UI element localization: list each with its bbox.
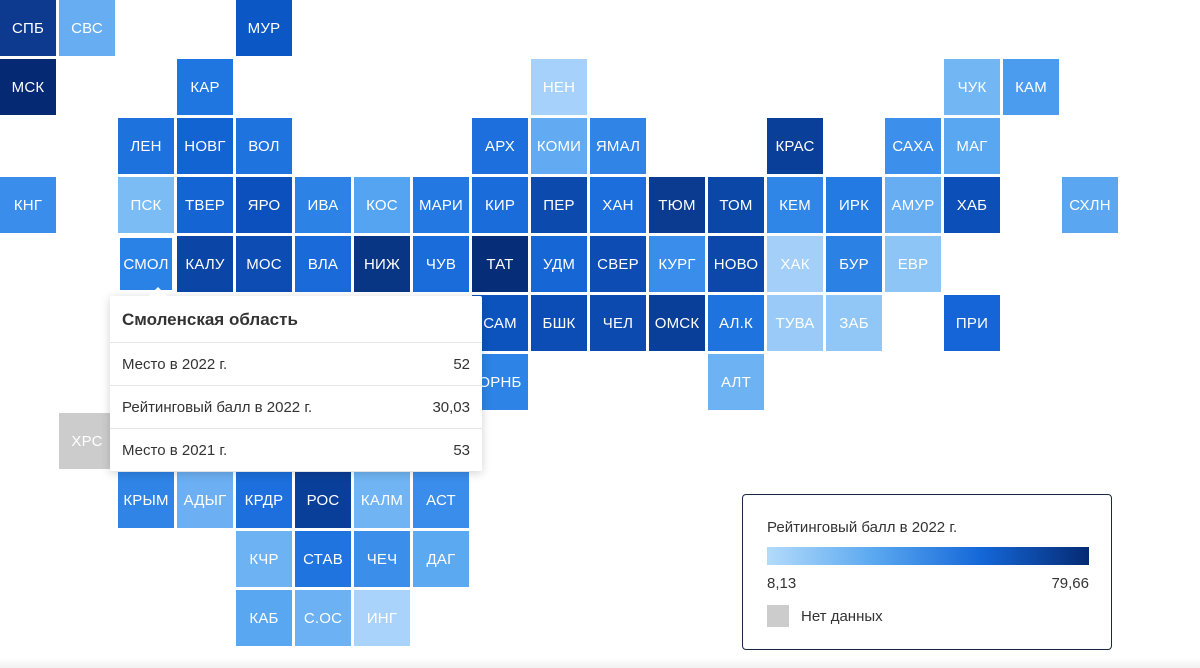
tooltip-row-value: 30,03 (432, 398, 470, 416)
region-tile-КОС[interactable]: КОС (354, 177, 410, 233)
tooltip-row-place-2021: Место в 2021 г. 53 (110, 429, 482, 471)
region-tile-ИРК[interactable]: ИРК (826, 177, 882, 233)
region-tile-СМОЛ[interactable]: СМОЛ (118, 236, 174, 292)
region-tile-КАР[interactable]: КАР (177, 59, 233, 115)
legend-no-data-swatch (767, 605, 789, 627)
tooltip-row-value: 53 (453, 441, 470, 459)
region-tile-СХЛН[interactable]: СХЛН (1062, 177, 1118, 233)
region-tile-ЯМАЛ[interactable]: ЯМАЛ (590, 118, 646, 174)
region-tile-МОС[interactable]: МОС (236, 236, 292, 292)
region-tile-БУР[interactable]: БУР (826, 236, 882, 292)
region-tile-КУРГ[interactable]: КУРГ (649, 236, 705, 292)
region-tile-БШК[interactable]: БШК (531, 295, 587, 351)
region-tile-СПБ[interactable]: СПБ (0, 0, 56, 56)
tooltip-row-label: Рейтинговый балл в 2022 г. (122, 398, 313, 416)
region-tile-АРХ[interactable]: АРХ (472, 118, 528, 174)
region-tile-МАРИ[interactable]: МАРИ (413, 177, 469, 233)
region-tile-НОВГ[interactable]: НОВГ (177, 118, 233, 174)
region-tile-КАЛМ[interactable]: КАЛМ (354, 472, 410, 528)
region-tile-КОМИ[interactable]: КОМИ (531, 118, 587, 174)
region-tile-КАЛУ[interactable]: КАЛУ (177, 236, 233, 292)
region-tile-КНГ[interactable]: КНГ (0, 177, 56, 233)
region-tile-КАМ[interactable]: КАМ (1003, 59, 1059, 115)
region-tooltip: Смоленская область Место в 2022 г. 52 Ре… (110, 287, 482, 471)
region-tile-ЗАБ[interactable]: ЗАБ (826, 295, 882, 351)
region-tile-СТАВ[interactable]: СТАВ (295, 531, 351, 587)
region-tile-КРДР[interactable]: КРДР (236, 472, 292, 528)
region-tile-ТАТ[interactable]: ТАТ (472, 236, 528, 292)
region-tile-АДЫГ[interactable]: АДЫГ (177, 472, 233, 528)
region-tile-АСТ[interactable]: АСТ (413, 472, 469, 528)
legend-no-data-label: Нет данных (801, 608, 883, 625)
region-tile-ЧУК[interactable]: ЧУК (944, 59, 1000, 115)
tooltip-row-value: 52 (453, 355, 470, 373)
legend-min-value: 8,13 (767, 575, 797, 592)
region-tile-ПЕР[interactable]: ПЕР (531, 177, 587, 233)
region-tile-ТОМ[interactable]: ТОМ (708, 177, 764, 233)
region-tile-ИНГ[interactable]: ИНГ (354, 590, 410, 646)
region-tile-КЕМ[interactable]: КЕМ (767, 177, 823, 233)
region-tile-МУР[interactable]: МУР (236, 0, 292, 56)
region-tile-ТУВА[interactable]: ТУВА (767, 295, 823, 351)
region-tile-КРЫМ[interactable]: КРЫМ (118, 472, 174, 528)
tooltip-row-label: Место в 2022 г. (122, 355, 228, 373)
region-tile-ЧЕЧ[interactable]: ЧЕЧ (354, 531, 410, 587)
region-tile-АМУР[interactable]: АМУР (885, 177, 941, 233)
region-tile-САХА[interactable]: САХА (885, 118, 941, 174)
tooltip-arrow (148, 287, 168, 297)
region-tile-С.ОС[interactable]: С.ОС (295, 590, 351, 646)
region-tile-ВОЛ[interactable]: ВОЛ (236, 118, 292, 174)
tooltip-row-label: Место в 2021 г. (122, 441, 228, 459)
region-tile-ОМСК[interactable]: ОМСК (649, 295, 705, 351)
legend-max-value: 79,66 (1051, 575, 1089, 592)
region-tile-ЯРО[interactable]: ЯРО (236, 177, 292, 233)
region-tile-СВС[interactable]: СВС (59, 0, 115, 56)
region-tile-ТВЕР[interactable]: ТВЕР (177, 177, 233, 233)
region-tile-НОВО[interactable]: НОВО (708, 236, 764, 292)
region-tile-КАБ[interactable]: КАБ (236, 590, 292, 646)
region-tile-ХАН[interactable]: ХАН (590, 177, 646, 233)
region-tile-ПРИ[interactable]: ПРИ (944, 295, 1000, 351)
region-tile-ЧУВ[interactable]: ЧУВ (413, 236, 469, 292)
region-tile-НИЖ[interactable]: НИЖ (354, 236, 410, 292)
region-tile-РОС[interactable]: РОС (295, 472, 351, 528)
region-tile-НЕН[interactable]: НЕН (531, 59, 587, 115)
tooltip-title: Смоленская область (110, 296, 482, 343)
region-tile-СВЕР[interactable]: СВЕР (590, 236, 646, 292)
tooltip-row-place-2022: Место в 2022 г. 52 (110, 343, 482, 386)
region-tile-МСК[interactable]: МСК (0, 59, 56, 115)
region-tile-МАГ[interactable]: МАГ (944, 118, 1000, 174)
legend-title: Рейтинговый балл в 2022 г. (767, 519, 958, 536)
region-tile-ХРС[interactable]: ХРС (59, 413, 115, 469)
region-tile-ДАГ[interactable]: ДАГ (413, 531, 469, 587)
tooltip-row-score-2022: Рейтинговый балл в 2022 г. 30,03 (110, 386, 482, 429)
bottom-edge (0, 658, 1200, 668)
region-tile-КЧР[interactable]: КЧР (236, 531, 292, 587)
region-tile-ХАБ[interactable]: ХАБ (944, 177, 1000, 233)
legend-gradient-bar (767, 547, 1089, 565)
region-tile-КИР[interactable]: КИР (472, 177, 528, 233)
map-legend: Рейтинговый балл в 2022 г. 8,13 79,66 Не… (742, 494, 1112, 650)
region-tile-КРАС[interactable]: КРАС (767, 118, 823, 174)
region-tile-ЧЕЛ[interactable]: ЧЕЛ (590, 295, 646, 351)
region-tile-АЛТ[interactable]: АЛТ (708, 354, 764, 410)
region-tile-ТЮМ[interactable]: ТЮМ (649, 177, 705, 233)
region-tile-АЛ.К[interactable]: АЛ.К (708, 295, 764, 351)
region-tile-ПСК[interactable]: ПСК (118, 177, 174, 233)
region-tile-ХАК[interactable]: ХАК (767, 236, 823, 292)
region-tile-УДМ[interactable]: УДМ (531, 236, 587, 292)
region-tile-ИВА[interactable]: ИВА (295, 177, 351, 233)
region-tile-ЛЕН[interactable]: ЛЕН (118, 118, 174, 174)
region-tile-ВЛА[interactable]: ВЛА (295, 236, 351, 292)
region-tile-ЕВР[interactable]: ЕВР (885, 236, 941, 292)
